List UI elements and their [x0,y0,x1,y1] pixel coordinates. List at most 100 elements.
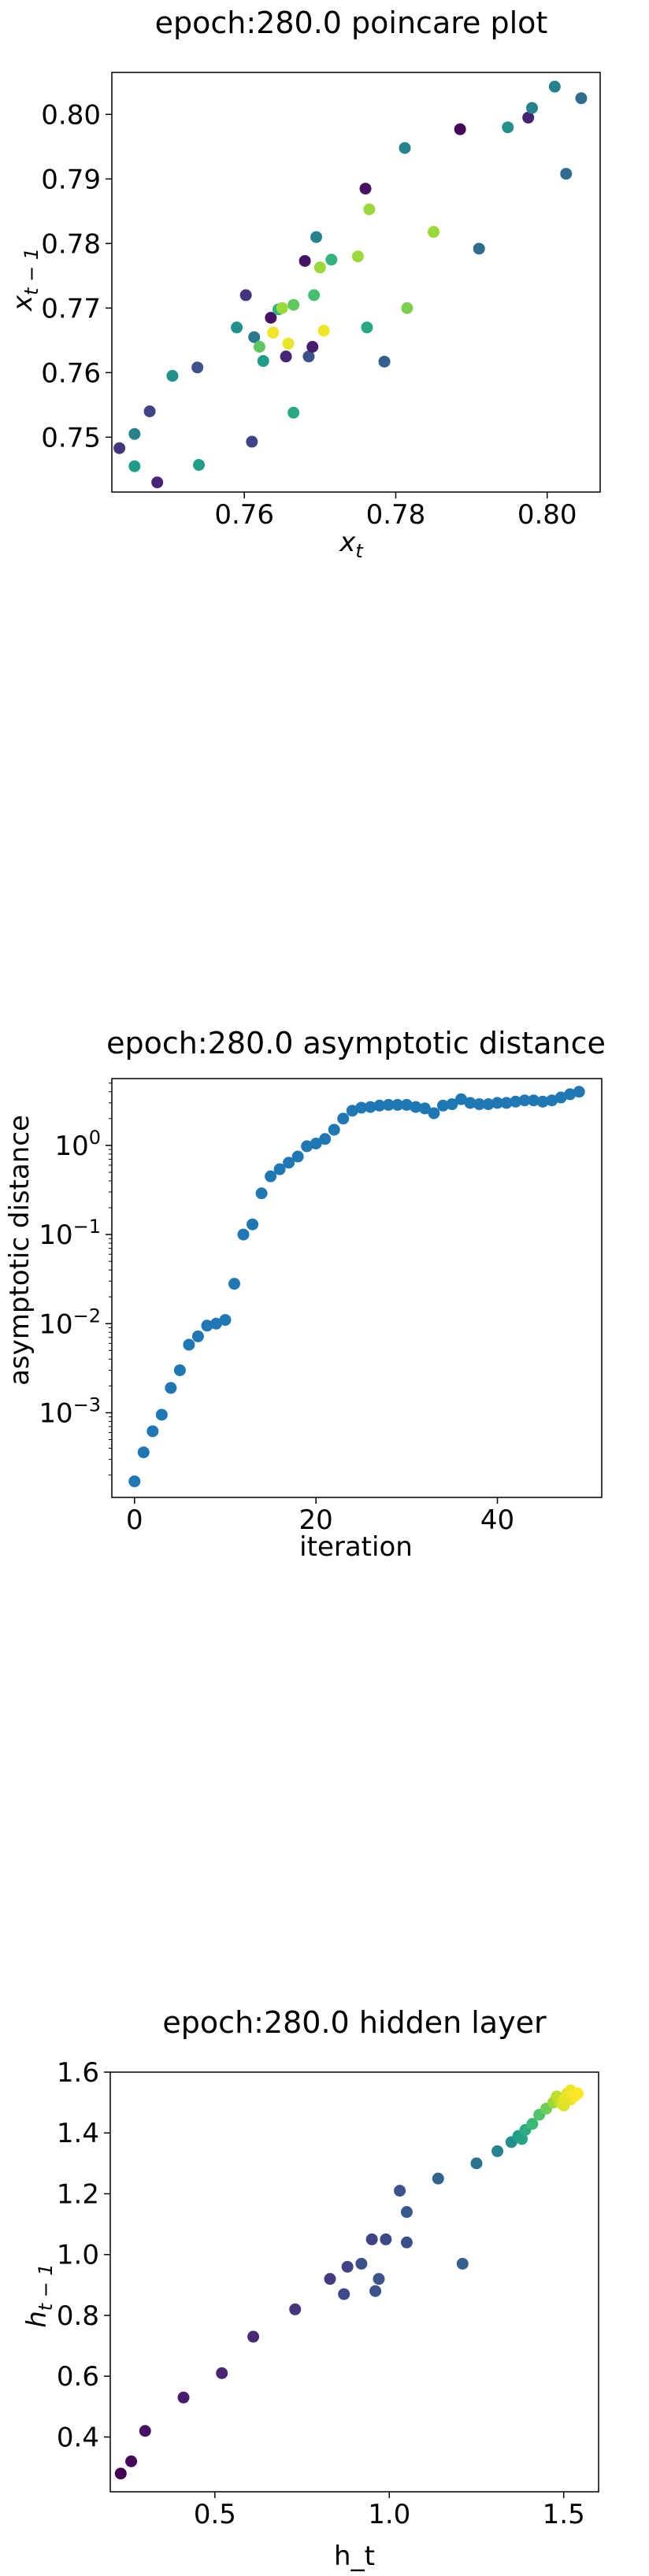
data-point [554,1091,567,1104]
data-point [473,1098,485,1111]
y-tick-label: 0.78 [41,228,101,260]
data-point [428,226,440,239]
data-point [359,183,372,195]
y-tick-label: 10−2 [39,1305,101,1340]
plot-frame [111,1078,603,1498]
data-point [310,1137,322,1149]
data-point [546,1094,558,1107]
data-point [319,1133,332,1146]
data-point [432,2172,444,2185]
data-point [143,405,156,417]
data-point [308,289,321,302]
data-point [128,1475,141,1488]
data-point [528,1094,540,1107]
data-point [560,168,573,180]
data-point [373,2273,385,2285]
data-point [436,1099,449,1112]
x-axis-label-main: x [339,527,356,558]
data-point [137,1446,150,1459]
x-tick-label: 40 [480,1505,514,1536]
data-point [280,350,292,363]
data-point [454,123,466,135]
data-point [518,1094,531,1107]
data-point [282,337,295,350]
data-point [473,242,485,255]
x-tick-label: 20 [299,1505,333,1536]
data-point [373,1099,386,1112]
data-point [446,1098,458,1111]
data-point [558,2093,570,2106]
plot-frame [111,72,601,493]
chart-title: epoch:280.0 asymptotic distance [106,1026,606,1060]
data-point [382,1098,395,1111]
svg-text:ht − 1: ht − 1 [21,2263,57,2328]
data-point [410,1101,422,1113]
data-point [273,1163,286,1175]
y-axis-label: xt − 1 [7,248,43,312]
data-point [500,1097,513,1109]
data-point [289,2303,302,2315]
data-point [216,2367,228,2379]
data-point [355,1101,368,1114]
data-point [482,1098,495,1111]
y-tick-label: 10−3 [39,1393,101,1429]
y-tick-label: 10−1 [39,1216,101,1251]
y-axis-label-main: x [7,294,39,312]
data-point [228,1278,240,1290]
data-point [536,1095,549,1108]
data-point [125,2455,138,2467]
poincare-chart: epoch:280.0 poincare plot xt − 1 xt 0.76… [7,6,601,562]
y-tick-label: 0.4 [57,2422,99,2453]
data-point [571,2087,584,2100]
data-point [502,121,514,134]
chart-panel-poincare: epoch:280.0 poincare plot xt − 1 xt 0.76… [0,0,649,614]
data-point [464,1097,477,1109]
data-point [302,350,315,363]
y-tick-label: 100 [54,1127,101,1162]
data-point [491,2145,504,2157]
data-point [265,1170,277,1183]
data-point [191,361,204,374]
data-point [287,298,300,311]
data-point [146,1425,159,1438]
data-point [364,1101,376,1113]
data-point [346,1105,358,1117]
data-point [351,250,364,263]
data-point [338,2288,350,2300]
y-tick-label: 1.2 [57,2178,99,2210]
data-point [400,2236,413,2248]
data-point [522,111,535,124]
data-point [548,80,561,93]
data-point [399,142,411,154]
data-point [265,312,277,324]
data-point [210,1317,222,1330]
x-axis-label-sub: t [355,540,364,562]
data-point [310,231,323,243]
x-tick-label: 0.76 [214,499,274,531]
data-point [166,369,179,382]
hidden-layer-chart: epoch:280.0 hidden layer ht − 1 h_t 0.5 1… [21,2005,599,2572]
data-point [247,2330,260,2343]
data-point [454,1093,467,1105]
data-point [401,302,414,314]
data-point [313,261,326,274]
data-point [299,254,311,267]
data-point [380,2233,392,2245]
data-point [378,355,391,368]
data-point [491,1097,504,1109]
svg-text:xt − 1: xt − 1 [7,248,43,312]
plot-frame [109,2071,599,2493]
data-point [317,324,330,337]
x-tick-label: 0.5 [194,2499,236,2530]
data-point [324,2273,336,2285]
chart-panel-hidden: epoch:280.0 hidden layer ht − 1 h_t 0.5 1… [0,2000,649,2573]
data-point [219,1314,232,1327]
data-point [128,427,141,440]
data-point [510,1095,522,1108]
data-point [369,2285,382,2297]
y-axis-label-sub: t − 1 [35,2263,57,2311]
x-tick-label: 1.5 [543,2499,585,2530]
x-tick-label: 0.78 [366,499,426,531]
y-tick-label: 0.8 [57,2300,99,2332]
data-point [267,326,280,339]
